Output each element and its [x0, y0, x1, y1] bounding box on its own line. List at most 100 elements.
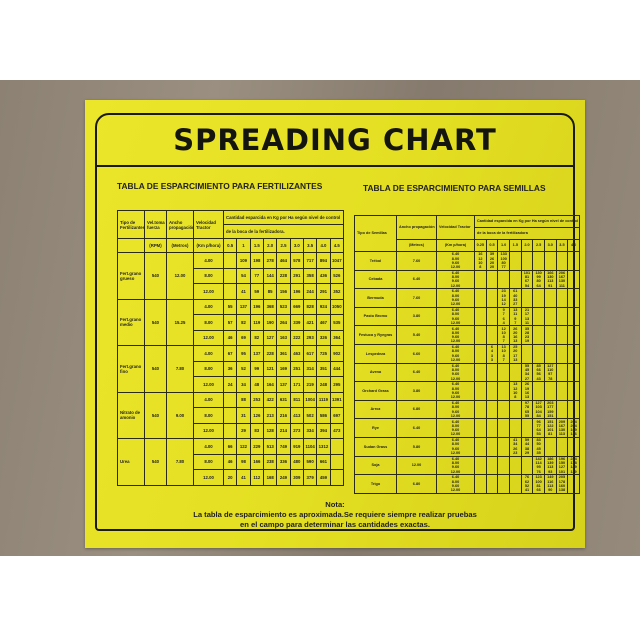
- amount-value: 113: [547, 465, 554, 470]
- level-header: 1.5: [508, 239, 522, 252]
- width-value: 6.40: [396, 362, 437, 383]
- amount-cell: 278: [262, 252, 278, 269]
- table-row: 12.00 41 59 85 156 196 244 291 352: [118, 283, 345, 300]
- amount-cell: 26 20 16 13: [508, 325, 522, 345]
- speed-value: 8.00: [193, 453, 224, 470]
- amount-cell: [329, 438, 345, 455]
- seed-type: Arroz: [354, 399, 397, 420]
- width-value: 6.80: [396, 399, 437, 420]
- amount-cell: 216: [276, 407, 291, 424]
- amount-cell: 326: [316, 329, 331, 346]
- amount-cell: [222, 252, 238, 269]
- table-row: Soja 12.00 6.40 8.00 9.60 12.00 142 114 95 76 186 1…: [354, 455, 580, 476]
- amount-cell: 1391: [329, 391, 345, 408]
- amount-cell: [567, 306, 580, 327]
- amount-cell: 88: [236, 391, 251, 408]
- amount-value: 177: [547, 405, 554, 410]
- amount-cell: 467: [316, 314, 331, 331]
- speed-values: 6.40 8.00 9.60 12.00: [436, 325, 475, 345]
- speed-value: 6.40: [451, 270, 460, 275]
- amount-value: 138: [558, 488, 566, 493]
- amount-cell: 24: [222, 376, 238, 393]
- amount-value: 20: [513, 330, 518, 335]
- amount-value: 66: [536, 368, 541, 373]
- table-row: Trigo 6.80 6.40 8.00 9.60 12.00 76 62 52 41 123 100…: [354, 474, 580, 494]
- amount-value: 27: [513, 302, 518, 307]
- speed-value: 12.00: [450, 376, 461, 381]
- amount-value: 204: [570, 423, 577, 428]
- amount-value: 169: [570, 428, 577, 433]
- table-row: Orchard Grass 3.80 6.40 8.00 9.60 12.00 13 12 10…: [354, 381, 580, 401]
- speed-value: 8.00: [451, 349, 460, 354]
- amount-cell: 46: [222, 453, 238, 470]
- speed-value: 12.00: [193, 376, 224, 393]
- amount-cell: [474, 418, 487, 438]
- speed-values: 6.40 8.00 9.60 12.00: [436, 436, 475, 457]
- width-value: 7.80: [166, 345, 194, 393]
- amount-value: 84: [536, 413, 541, 418]
- level-header: 0.25: [474, 239, 487, 252]
- amount-cell: 631: [276, 391, 291, 408]
- speed-value: 6.40: [451, 438, 460, 443]
- speed-value: 12.00: [193, 422, 224, 439]
- amount-cell: 59: [249, 283, 264, 300]
- width-value: 3.80: [396, 381, 437, 401]
- amount-cell: 23 19 14 12: [497, 288, 510, 308]
- amount-value: 61: [513, 289, 518, 294]
- amount-value: 13: [513, 358, 518, 363]
- amount-cell: 52: [236, 360, 251, 377]
- amount-value: 19: [501, 293, 506, 298]
- amount-cell: 66: [222, 438, 238, 455]
- amount-value: 139: [547, 461, 554, 466]
- amount-cell: 379: [302, 469, 318, 486]
- amount-value: 77: [536, 423, 541, 428]
- amount-cell: 186 139 113 93: [543, 455, 557, 476]
- speed-value: 9.60: [451, 409, 460, 414]
- speed-value: 12.00: [450, 469, 461, 474]
- amount-value: 130: [558, 279, 566, 284]
- amount-cell: [555, 381, 569, 401]
- amount-cell: 98: [236, 453, 251, 470]
- speed-values: 6.40 8.00 9.60 12.00: [436, 362, 475, 383]
- amount-value: 26: [489, 256, 495, 261]
- amount-cell: 46: [222, 329, 238, 346]
- amount-cell: [508, 362, 522, 383]
- amount-cell: [567, 269, 580, 290]
- amount-cell: 224 178 149 119: [567, 455, 580, 476]
- amount-cell: [497, 436, 510, 457]
- amount-cell: 535: [329, 314, 345, 331]
- amount-cell: 34: [236, 376, 251, 393]
- amount-cell: 291: [316, 283, 331, 300]
- level-header: 1.0: [497, 239, 510, 252]
- amount-cell: 924: [316, 298, 331, 315]
- amount-cell: 76 62 52 41: [520, 474, 534, 494]
- amount-value: 19: [524, 339, 530, 344]
- amount-cell: [474, 399, 487, 420]
- width-value: 7.80: [166, 438, 194, 486]
- amount-value: 8: [502, 335, 505, 340]
- amount-cell: 248: [316, 376, 331, 393]
- amount-cell: 122: [236, 438, 251, 455]
- speed-value: 12.00: [450, 432, 461, 437]
- amount-cell: 26 19 16 13: [520, 381, 534, 401]
- amount-cell: 213: [262, 407, 278, 424]
- speed-values: 6.40 8.00 9.60 12.00: [436, 269, 475, 290]
- note-line-1: La tabla de esparcimiento es aproximada.…: [193, 510, 477, 519]
- speed-value: 8.00: [193, 407, 224, 424]
- amount-cell: 137: [249, 345, 264, 362]
- speed-value: 6.40: [451, 382, 460, 387]
- speed-value: 8.00: [451, 312, 460, 317]
- amount-value: 16: [524, 390, 530, 395]
- amount-cell: 144: [262, 267, 278, 284]
- amount-value: 29: [524, 451, 530, 456]
- amount-cell: [543, 343, 557, 364]
- spreading-chart-sticker: SPREADING CHART TABLA DE ESPARCIMIENTO P…: [85, 100, 585, 548]
- amount-value: 33: [513, 297, 518, 302]
- amount-value: 41: [513, 438, 518, 443]
- amount-cell: 196 150 127 101: [555, 455, 569, 476]
- header-amount: Cantidad esparcida en Kg por Ha según ni…: [474, 215, 580, 228]
- amount-value: 8: [479, 265, 482, 270]
- amount-cell: [329, 469, 345, 486]
- amount-cell: 123 100 81 66: [532, 474, 545, 494]
- amount-value: 91: [548, 283, 553, 288]
